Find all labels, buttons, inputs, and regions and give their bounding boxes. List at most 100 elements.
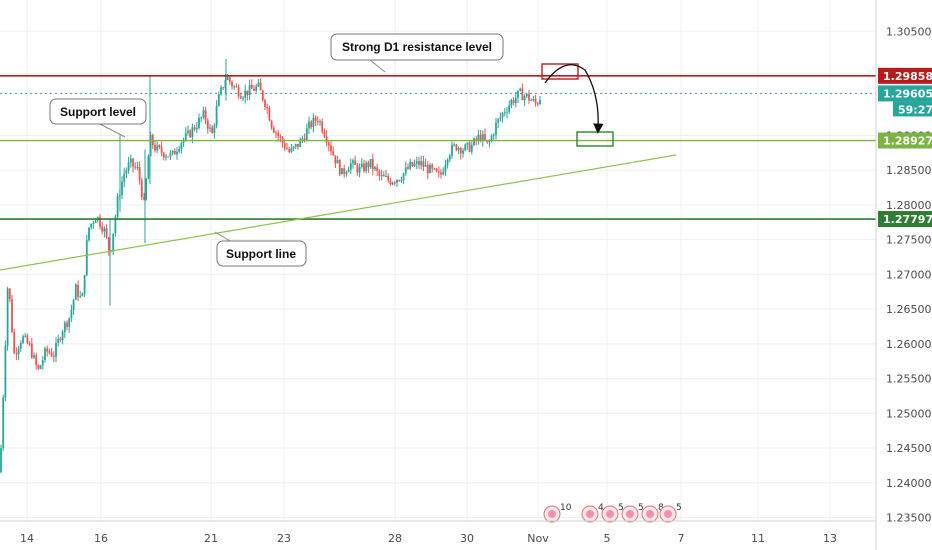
candle-body bbox=[99, 217, 101, 227]
candle-body bbox=[477, 134, 480, 141]
candle-body bbox=[217, 94, 220, 107]
candle-body bbox=[418, 161, 420, 166]
candle-body bbox=[363, 163, 365, 172]
candle-body bbox=[0, 448, 2, 473]
candle-body bbox=[508, 105, 511, 112]
candle-body bbox=[8, 288, 11, 300]
candle-body bbox=[35, 355, 38, 366]
candle-body bbox=[305, 128, 308, 140]
event-count: 4 bbox=[598, 503, 604, 513]
event-count: 5 bbox=[676, 503, 682, 513]
event-flag-icon[interactable]: 4 bbox=[581, 503, 604, 523]
candle-body bbox=[13, 331, 16, 354]
candle-body bbox=[512, 100, 515, 103]
candle-body bbox=[422, 161, 425, 167]
candle-body bbox=[70, 310, 73, 319]
x-tick-label: 21 bbox=[204, 532, 218, 545]
y-tick-label: 1.30500 bbox=[886, 25, 932, 38]
y-tick-label: 1.25000 bbox=[886, 407, 932, 420]
support-level-callout-text: Support level bbox=[60, 105, 136, 119]
candle-body bbox=[19, 342, 22, 349]
candle-body bbox=[294, 143, 297, 147]
candle-body bbox=[4, 345, 7, 398]
candle-body bbox=[81, 293, 84, 297]
candle-body bbox=[398, 179, 401, 182]
price-badges: 1.29858 1.29605 59:27 1.28927 1.27797 bbox=[878, 67, 932, 228]
projection-arrow bbox=[544, 64, 604, 134]
candle-body bbox=[283, 142, 286, 149]
candle-body bbox=[532, 98, 535, 101]
resistance-price-label: 1.29858 bbox=[883, 70, 932, 83]
y-tick-label: 1.24000 bbox=[886, 477, 932, 490]
candle-body bbox=[160, 147, 163, 153]
event-flag-icon[interactable]: 5 bbox=[601, 503, 624, 523]
economic-events[interactable]: 10 4 5 5 8 5 bbox=[543, 503, 682, 523]
candle-body bbox=[310, 121, 313, 128]
candle-body bbox=[114, 216, 117, 234]
candle-body bbox=[277, 132, 280, 137]
x-tick-label: 28 bbox=[388, 532, 402, 545]
candle-body bbox=[380, 174, 383, 176]
candle-body bbox=[343, 168, 346, 174]
candle-body bbox=[387, 176, 390, 181]
countdown-label: 59:27 bbox=[898, 103, 932, 116]
candle-body bbox=[127, 162, 130, 171]
event-flag-icon[interactable]: 10 bbox=[543, 503, 572, 523]
candle-body bbox=[358, 167, 361, 173]
candle-body bbox=[178, 149, 181, 152]
candle-body bbox=[292, 146, 295, 149]
candle-body bbox=[510, 100, 513, 106]
candle-body bbox=[112, 233, 115, 252]
candle-body bbox=[189, 130, 192, 138]
event-count: 5 bbox=[618, 503, 624, 513]
candle-body bbox=[215, 106, 218, 126]
candle-body bbox=[523, 96, 526, 101]
candle-body bbox=[224, 79, 227, 88]
candle-body bbox=[345, 172, 348, 174]
candle-body bbox=[41, 360, 44, 366]
x-axis-ticks[interactable]: 14 16 21 23 28 30 Nov 5 7 11 13 bbox=[20, 532, 837, 545]
candle-body bbox=[301, 138, 304, 140]
support-line bbox=[0, 154, 677, 271]
candle-body bbox=[455, 144, 458, 151]
candle-body bbox=[517, 90, 519, 98]
countdown-badge bbox=[893, 101, 932, 117]
event-flag-icon[interactable]: 5 bbox=[621, 503, 644, 523]
candle-body bbox=[2, 397, 5, 449]
candle-body bbox=[440, 172, 442, 175]
candle-body bbox=[451, 144, 453, 156]
candle-body bbox=[462, 150, 464, 154]
candle-body bbox=[528, 93, 530, 101]
event-flag-icon[interactable]: 5 bbox=[659, 503, 682, 523]
candle-body bbox=[299, 139, 302, 147]
candle-body bbox=[26, 335, 29, 344]
support-level-callout: Support level bbox=[49, 98, 147, 138]
candle-body bbox=[61, 332, 64, 341]
candle-body bbox=[519, 88, 522, 91]
candle-body bbox=[521, 88, 524, 101]
candle-body bbox=[330, 145, 332, 152]
x-tick-label: 14 bbox=[20, 532, 34, 545]
candle-body bbox=[495, 122, 497, 135]
candle-body bbox=[402, 173, 405, 181]
candle-body bbox=[488, 141, 491, 143]
candle-body bbox=[341, 168, 343, 175]
candle-body bbox=[85, 240, 88, 276]
y-tick-label: 1.27500 bbox=[886, 234, 932, 247]
event-flag-icon[interactable]: 8 bbox=[641, 503, 664, 523]
candle-body bbox=[444, 164, 447, 172]
candle-body bbox=[244, 90, 247, 98]
candle-body bbox=[481, 134, 484, 141]
candle-body bbox=[30, 343, 33, 358]
candle-body bbox=[459, 148, 462, 154]
candle-body bbox=[536, 103, 539, 105]
candle-body bbox=[420, 161, 423, 166]
candle-body bbox=[464, 144, 467, 151]
candle-body bbox=[169, 152, 172, 157]
candle-body bbox=[235, 86, 238, 88]
candle-body bbox=[17, 348, 20, 355]
candle-body bbox=[222, 87, 225, 89]
candle-body bbox=[154, 145, 156, 151]
candle-body bbox=[134, 166, 137, 168]
